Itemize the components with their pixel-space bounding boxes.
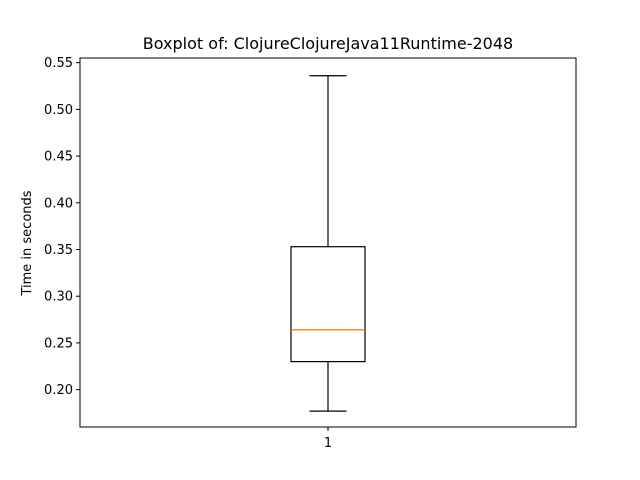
y-tick-label: 0.50 [44, 103, 73, 118]
x-axis: 1 [324, 427, 332, 451]
y-tick-label: 0.25 [44, 336, 73, 351]
chart-title: Boxplot of: ClojureClojureJava11Runtime-… [143, 34, 513, 53]
y-tick-label: 0.30 [44, 290, 73, 305]
iqr-box [290, 246, 366, 363]
y-axis-label: Time in seconds [20, 190, 35, 296]
x-tick-label: 1 [324, 436, 332, 451]
plot-area-frame [79, 57, 577, 428]
y-tick-label: 0.40 [44, 196, 73, 211]
y-tick-label: 0.45 [44, 150, 73, 165]
y-tick-label: 0.20 [44, 383, 73, 398]
box-item [290, 75, 366, 412]
box-series [290, 75, 366, 412]
y-axis: 0.20 0.25 0.30 0.35 0.40 0.45 0.50 0.55 [44, 56, 80, 398]
y-tick-label: 0.35 [44, 243, 73, 258]
y-tick-label: 0.55 [44, 56, 73, 71]
